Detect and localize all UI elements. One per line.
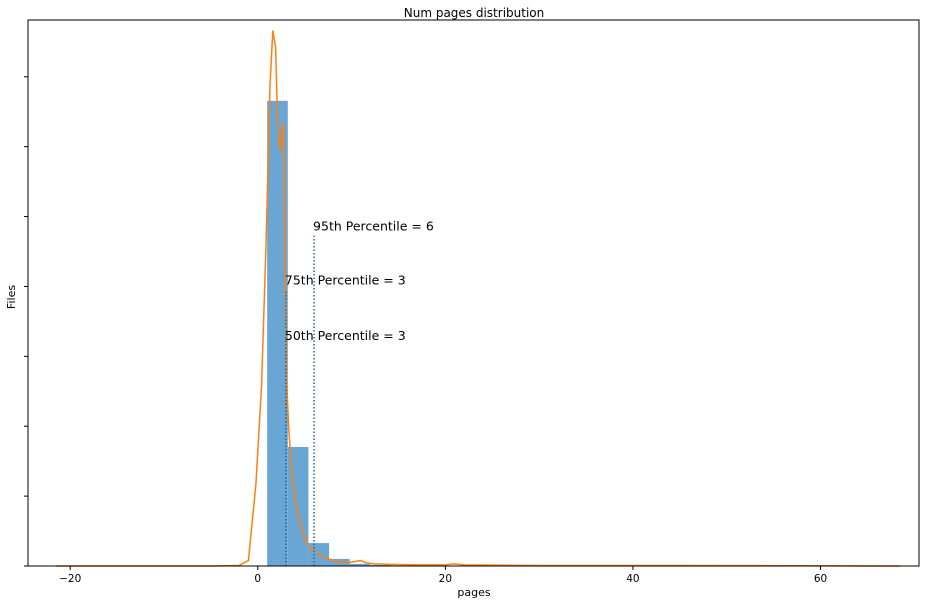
x-tick-label: 0 [254, 573, 261, 585]
x-tick-label: 60 [814, 573, 827, 585]
x-tick-label: −20 [59, 573, 81, 585]
percentile-label-3: 95th Percentile = 6 [313, 218, 434, 233]
x-tick-label: 20 [439, 573, 452, 585]
percentile-label-2: 75th Percentile = 3 [285, 272, 406, 287]
chart-title: Num pages distribution [404, 6, 545, 20]
kde-line [56, 30, 901, 567]
y-axis-label: Files [5, 285, 18, 309]
plot-frame [27, 19, 920, 567]
histogram-bar-6 [370, 564, 391, 566]
histogram-bar-5 [349, 563, 371, 566]
x-axis-label: pages [457, 586, 490, 599]
plot-area: 50th Percentile = 3 75th Percentile = 3 95… [24, 19, 920, 585]
x-tick-label: 40 [626, 573, 639, 585]
histogram-bar-1 [267, 100, 288, 566]
percentile-label-1: 50th Percentile = 3 [285, 328, 406, 343]
